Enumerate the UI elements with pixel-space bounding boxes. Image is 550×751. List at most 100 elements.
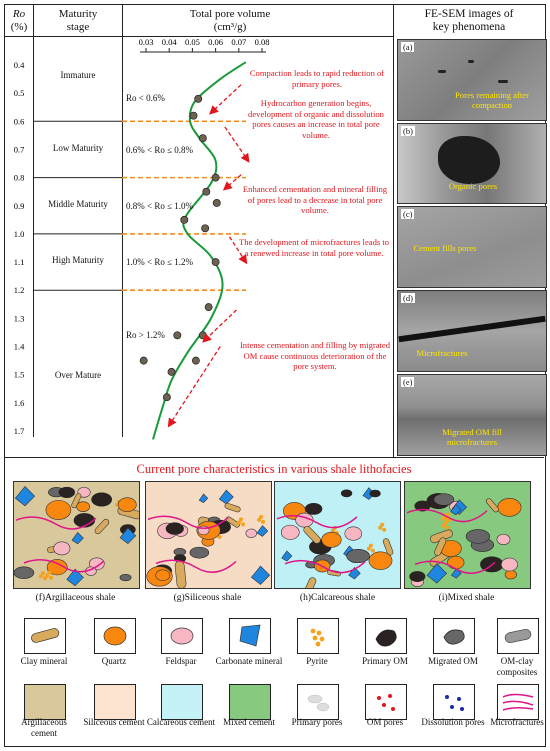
- sem-a-particle: [438, 70, 446, 73]
- sem-panel-a: (a) Pores remaining after compaction: [397, 39, 547, 121]
- range-high: 1.0% < Ro ≤ 1.2%: [126, 257, 194, 267]
- y-tick-label: 1.4: [14, 342, 25, 352]
- y-tick-label: 0.6: [14, 116, 25, 126]
- lithofacies-argillaceous: [13, 481, 140, 589]
- sem-caption-c: Cement fills pores: [413, 243, 477, 253]
- y-tick-label: 1.7: [14, 426, 25, 436]
- sem-panel-b: (b) Organic pores: [397, 123, 547, 204]
- process-arrow: [167, 346, 221, 428]
- legend-label: Pyrite: [306, 656, 328, 666]
- data-point: [180, 215, 189, 224]
- lithofacies-siliceous: [145, 481, 272, 589]
- range-middle: 0.8% < Ro ≤ 1.0%: [126, 201, 194, 211]
- legend-label: Migrated OM: [428, 656, 478, 666]
- y-tick-label: 0.5: [14, 88, 25, 98]
- header-ro-text: Ro: [12, 8, 26, 20]
- data-point: [204, 303, 213, 312]
- header-sem-text2: key phenomena: [432, 21, 506, 33]
- legend-label: Primary OM: [362, 656, 408, 666]
- data-point: [162, 393, 171, 402]
- migrated-om-icon: [433, 618, 475, 654]
- range-over: Ro > 1.2%: [126, 330, 165, 340]
- feldspar-icon: [161, 618, 203, 654]
- calcareous-texture: [276, 487, 394, 588]
- header-maturity-text: Maturity: [58, 8, 98, 20]
- data-point: [194, 94, 203, 103]
- process-arrow: [224, 126, 250, 163]
- legend-label: Calcareous cement: [146, 717, 216, 727]
- sem-a-particle: [468, 60, 474, 63]
- divider-col2: [122, 4, 123, 437]
- microfractures-icon: [497, 684, 539, 720]
- y-tick-label: 1.5: [14, 370, 25, 380]
- lithofacies-mixed: [404, 481, 531, 589]
- header-ro-unit: (%): [10, 21, 28, 33]
- legend-label: Microfractures: [490, 717, 544, 727]
- data-point: [173, 331, 182, 340]
- sem-d-fracture: [398, 315, 546, 343]
- range-low: 0.6% < Ro ≤ 0.8%: [126, 145, 194, 155]
- header-maturity: Maturity stage: [34, 8, 122, 34]
- header-volume-text: Total pore volume: [189, 8, 271, 20]
- divider-col1: [33, 4, 34, 437]
- data-point: [211, 173, 220, 182]
- mixed-texture: [406, 493, 522, 588]
- header-sem: FE-SEM images of key phenomena: [394, 8, 544, 34]
- legend-label: Clay mineral: [20, 656, 68, 666]
- divider-col3: [393, 4, 394, 457]
- sem-caption-a: Pores remaining after compaction: [455, 90, 529, 110]
- x-tick-label: 0.05: [185, 37, 200, 47]
- y-tick-label: 0.8: [14, 173, 25, 183]
- pore-volume-chart: 0.03 0.04 0.05 0.06 0.07 0.08 0.4 0.5 0.6 0.7 0.8 0…: [14, 37, 269, 440]
- sem-a-particle: [498, 80, 508, 83]
- data-point: [211, 258, 220, 267]
- process-arrow: [222, 174, 242, 191]
- process-arrow: [228, 236, 248, 265]
- stage-high: High Maturity: [52, 255, 104, 265]
- om-pores-icon: [365, 684, 407, 720]
- y-tick-label: 0.7: [14, 144, 25, 154]
- caption-mixed: (i)Mixed shale: [438, 593, 495, 603]
- legend-label: Mixed cement: [223, 717, 275, 727]
- annotation-cementation: Enhanced cementation and mineral filling…: [242, 184, 388, 215]
- siliceous-texture: [146, 489, 271, 588]
- x-tick-label: 0.04: [162, 37, 178, 47]
- process-arrow: [209, 84, 242, 115]
- sem-caption-e: Migrated OM fill microfractures: [442, 427, 502, 447]
- sem-caption-b: Organic pores: [448, 181, 498, 191]
- data-point: [201, 224, 210, 233]
- caption-calcareous: (h)Calcareous shale: [299, 593, 376, 603]
- y-tick-label: 1.1: [14, 257, 25, 267]
- y-tick-label: 1.3: [14, 313, 25, 323]
- header-underline: [4, 36, 393, 37]
- data-point: [139, 356, 148, 365]
- dissolution-pores-icon: [433, 684, 475, 720]
- calcareous-cement-swatch: [161, 684, 203, 720]
- section-divider: [4, 457, 544, 458]
- primary-pores-icon: [297, 684, 339, 720]
- annotation-deterioration: Intense cementation and filling by migra…: [239, 340, 391, 371]
- y-tick-label: 0.9: [14, 201, 25, 211]
- argillaceous-texture: [14, 486, 139, 587]
- header-stage-text: stage: [66, 21, 90, 33]
- header-ro: Ro (%): [4, 8, 34, 34]
- data-point: [202, 187, 211, 196]
- y-tick-label: 1.0: [14, 229, 25, 239]
- data-point: [189, 111, 198, 120]
- header-volume-unit: (cm³/g): [213, 21, 247, 33]
- process-arrow: [202, 309, 237, 343]
- lithofacies-calcareous: [274, 481, 401, 589]
- x-tick-label: 0.06: [208, 37, 223, 47]
- annotation-hydrocarbon: Hydrocarbon generation begins, developme…: [248, 98, 384, 140]
- primary-om-icon: [365, 618, 407, 654]
- y-tick-label: 0.4: [14, 60, 25, 70]
- stage-low: Low Maturity: [52, 143, 104, 153]
- caption-siliceous: (g)Siliceous shale: [173, 593, 242, 603]
- y-tick-label: 1.6: [14, 398, 25, 408]
- sem-letter-a: (a): [401, 42, 415, 52]
- sem-letter-b: (b): [401, 126, 415, 136]
- legend-label: Siliceous cement: [83, 717, 145, 727]
- legend-label: Dissolution pores: [421, 717, 485, 727]
- legend-label: Carbonate mineral: [215, 656, 283, 666]
- range-immature: Ro < 0.6%: [126, 93, 165, 103]
